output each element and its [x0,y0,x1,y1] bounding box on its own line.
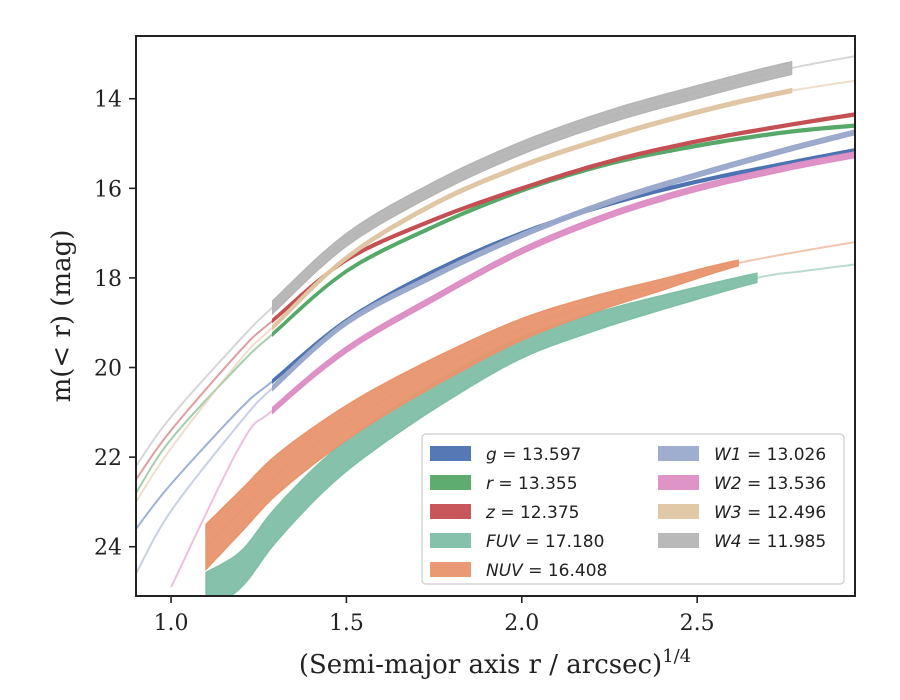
x-axis-label: (Semi-major axis r / arcsec)1/4 [299,646,691,680]
y-tick-label: 20 [94,357,122,382]
series-band-fuv [205,272,758,596]
legend-swatch-w4 [658,533,699,548]
legend-swatch-nuv [430,562,471,577]
y-tick-label: 18 [94,267,122,292]
legend-swatch-r [430,475,471,490]
series-band-z [272,112,855,324]
legend-label-w4: W4 = 11.985 [714,532,826,552]
legend-label-z: z = 12.375 [485,503,579,523]
legend-frame [421,433,845,585]
legend-label-w3: W3 = 12.496 [714,503,826,523]
series-band-w4 [272,60,793,316]
series-band-nuv [205,259,739,572]
legend-swatch-fuv [430,533,471,548]
legend-label-w2: W2 = 13.536 [714,474,826,494]
plot-frame [135,35,856,597]
y-tick-label: 14 [94,88,122,113]
legend-label-w1: W1 = 13.026 [714,445,826,465]
x-tick-label: 2.5 [680,611,715,636]
series-band-w2 [272,151,855,415]
legend-swatch-w3 [658,504,699,519]
band-layer [205,60,855,596]
legend-swatch-w1 [658,446,699,461]
y-tick-label: 22 [94,446,122,471]
x-tick-label: 2.0 [504,611,539,636]
y-tick-label: 16 [94,177,122,202]
legend-label-r: r = 13.355 [486,474,578,494]
x-tick-label: 1.5 [329,611,364,636]
legend-swatch-g [430,446,471,461]
legend-swatch-z [430,504,471,519]
series-band-r [272,123,855,338]
series-band-w3 [272,87,793,331]
x-axis: 1.0 1.5 2.0 2.5 [154,596,715,636]
y-tick-label: 24 [94,536,122,561]
legend: g = 13.597 r = 13.355 z = 12.375 FUV = 17.1… [421,433,845,585]
series-band-g [272,148,855,385]
legend-label-fuv: FUV = 17.180 [486,532,604,552]
y-axis-label: m(< r) (mag) [47,230,77,403]
legend-swatch-w2 [658,475,699,490]
legend-label-nuv: NUV = 16.408 [486,561,607,581]
plot-area [136,55,855,596]
legend-label-g: g = 13.597 [486,445,581,465]
x-tick-label: 1.0 [154,611,189,636]
series-band-w1 [272,129,855,392]
y-axis: 14 16 18 20 22 24 [94,88,136,561]
